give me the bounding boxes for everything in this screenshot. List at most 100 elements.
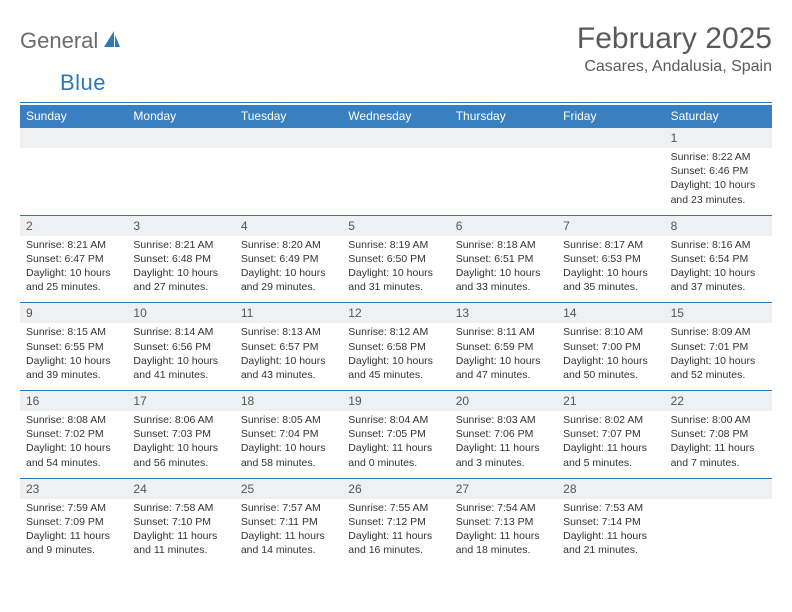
day-detail: Sunrise: 7:55 AMSunset: 7:12 PMDaylight:… <box>342 499 449 566</box>
day-detail-line: Sunset: 7:03 PM <box>133 427 228 441</box>
day-detail-line: Sunset: 6:59 PM <box>456 340 551 354</box>
day-detail-line: Sunrise: 8:04 AM <box>348 413 443 427</box>
day-detail-line: and 5 minutes. <box>563 456 658 470</box>
day-detail-line: and 33 minutes. <box>456 280 551 294</box>
day-number: 3 <box>127 216 234 236</box>
day-detail-line: Sunset: 7:10 PM <box>133 515 228 529</box>
day-detail-line: and 23 minutes. <box>671 193 766 207</box>
day-detail: Sunrise: 7:54 AMSunset: 7:13 PMDaylight:… <box>450 499 557 566</box>
dow-tuesday: Tuesday <box>235 105 342 128</box>
day-detail-line: Sunrise: 8:05 AM <box>241 413 336 427</box>
day-detail-line: Sunset: 7:13 PM <box>456 515 551 529</box>
day-detail-line: Sunrise: 8:02 AM <box>563 413 658 427</box>
day-detail-line: and 52 minutes. <box>671 368 766 382</box>
day-detail-line: Daylight: 10 hours <box>456 266 551 280</box>
day-detail-line: and 37 minutes. <box>671 280 766 294</box>
day-detail: Sunrise: 8:00 AMSunset: 7:08 PMDaylight:… <box>665 411 772 479</box>
week-daynum-row: 1 <box>20 128 772 148</box>
day-detail: Sunrise: 8:14 AMSunset: 6:56 PMDaylight:… <box>127 323 234 391</box>
day-detail-line: Sunset: 6:57 PM <box>241 340 336 354</box>
day-number: 1 <box>665 128 772 148</box>
day-detail-line: Sunrise: 8:03 AM <box>456 413 551 427</box>
day-number: 15 <box>665 303 772 323</box>
day-detail-line: Sunset: 7:00 PM <box>563 340 658 354</box>
day-detail <box>235 148 342 216</box>
dow-monday: Monday <box>127 105 234 128</box>
day-detail-line: Daylight: 10 hours <box>456 354 551 368</box>
day-number: 27 <box>450 479 557 499</box>
day-detail-line: Sunrise: 8:14 AM <box>133 325 228 339</box>
day-detail: Sunrise: 8:09 AMSunset: 7:01 PMDaylight:… <box>665 323 772 391</box>
day-number: 18 <box>235 391 342 411</box>
day-detail-line: and 29 minutes. <box>241 280 336 294</box>
day-detail-line: and 9 minutes. <box>26 543 121 557</box>
day-detail-line: Daylight: 10 hours <box>241 266 336 280</box>
day-detail: Sunrise: 8:16 AMSunset: 6:54 PMDaylight:… <box>665 236 772 304</box>
day-number: 9 <box>20 303 127 323</box>
day-detail-line: Sunrise: 7:59 AM <box>26 501 121 515</box>
day-detail-line: and 7 minutes. <box>671 456 766 470</box>
day-detail-line: Sunrise: 7:57 AM <box>241 501 336 515</box>
logo: General <box>20 22 124 54</box>
day-number: 24 <box>127 479 234 499</box>
day-detail: Sunrise: 8:05 AMSunset: 7:04 PMDaylight:… <box>235 411 342 479</box>
week-detail-row: Sunrise: 7:59 AMSunset: 7:09 PMDaylight:… <box>20 499 772 566</box>
day-detail-line: and 50 minutes. <box>563 368 658 382</box>
day-detail-line: Sunrise: 8:08 AM <box>26 413 121 427</box>
day-detail-line: Daylight: 10 hours <box>671 266 766 280</box>
day-detail: Sunrise: 8:03 AMSunset: 7:06 PMDaylight:… <box>450 411 557 479</box>
day-detail-line: Daylight: 10 hours <box>133 354 228 368</box>
day-detail-line: Sunrise: 7:53 AM <box>563 501 658 515</box>
day-number: 6 <box>450 216 557 236</box>
day-detail-line: and 35 minutes. <box>563 280 658 294</box>
day-detail-line: Sunrise: 8:22 AM <box>671 150 766 164</box>
day-detail-line: Sunset: 7:01 PM <box>671 340 766 354</box>
day-detail: Sunrise: 8:13 AMSunset: 6:57 PMDaylight:… <box>235 323 342 391</box>
week-daynum-row: 2345678 <box>20 216 772 236</box>
day-detail-line: Daylight: 10 hours <box>671 178 766 192</box>
day-detail: Sunrise: 8:21 AMSunset: 6:48 PMDaylight:… <box>127 236 234 304</box>
day-detail: Sunrise: 8:12 AMSunset: 6:58 PMDaylight:… <box>342 323 449 391</box>
day-detail-line: and 14 minutes. <box>241 543 336 557</box>
day-detail-line: Sunset: 7:11 PM <box>241 515 336 529</box>
day-detail-line: Sunrise: 7:58 AM <box>133 501 228 515</box>
day-detail-line: and 0 minutes. <box>348 456 443 470</box>
week-daynum-row: 9101112131415 <box>20 303 772 323</box>
day-detail: Sunrise: 8:21 AMSunset: 6:47 PMDaylight:… <box>20 236 127 304</box>
day-detail-line: Sunrise: 8:17 AM <box>563 238 658 252</box>
day-detail-line: Sunset: 6:54 PM <box>671 252 766 266</box>
day-detail-line: and 27 minutes. <box>133 280 228 294</box>
dow-friday: Friday <box>557 105 664 128</box>
day-number <box>127 128 234 148</box>
day-detail: Sunrise: 8:22 AMSunset: 6:46 PMDaylight:… <box>665 148 772 216</box>
day-number <box>557 128 664 148</box>
day-number <box>235 128 342 148</box>
day-number: 17 <box>127 391 234 411</box>
week-daynum-row: 16171819202122 <box>20 391 772 411</box>
day-detail-line: and 54 minutes. <box>26 456 121 470</box>
day-detail-line: Sunrise: 8:18 AM <box>456 238 551 252</box>
day-number: 21 <box>557 391 664 411</box>
day-number: 23 <box>20 479 127 499</box>
day-detail-line: Sunrise: 8:12 AM <box>348 325 443 339</box>
day-detail-line: Sunset: 7:04 PM <box>241 427 336 441</box>
sail-icon <box>102 29 122 54</box>
day-number: 14 <box>557 303 664 323</box>
day-detail-line: Sunset: 7:14 PM <box>563 515 658 529</box>
day-detail: Sunrise: 7:58 AMSunset: 7:10 PMDaylight:… <box>127 499 234 566</box>
day-number: 13 <box>450 303 557 323</box>
week-daynum-row: 232425262728 <box>20 479 772 499</box>
day-detail: Sunrise: 7:59 AMSunset: 7:09 PMDaylight:… <box>20 499 127 566</box>
dow-sunday: Sunday <box>20 105 127 128</box>
day-detail: Sunrise: 8:04 AMSunset: 7:05 PMDaylight:… <box>342 411 449 479</box>
logo-text-general: General <box>20 28 98 54</box>
day-detail-line: Daylight: 10 hours <box>241 354 336 368</box>
day-detail-line: Sunset: 6:56 PM <box>133 340 228 354</box>
day-detail-line: and 25 minutes. <box>26 280 121 294</box>
month-title: February 2025 <box>577 22 772 56</box>
day-detail-line: Sunrise: 7:54 AM <box>456 501 551 515</box>
day-detail-line: Daylight: 11 hours <box>241 529 336 543</box>
day-number: 26 <box>342 479 449 499</box>
day-detail: Sunrise: 8:17 AMSunset: 6:53 PMDaylight:… <box>557 236 664 304</box>
week-detail-row: Sunrise: 8:21 AMSunset: 6:47 PMDaylight:… <box>20 236 772 304</box>
